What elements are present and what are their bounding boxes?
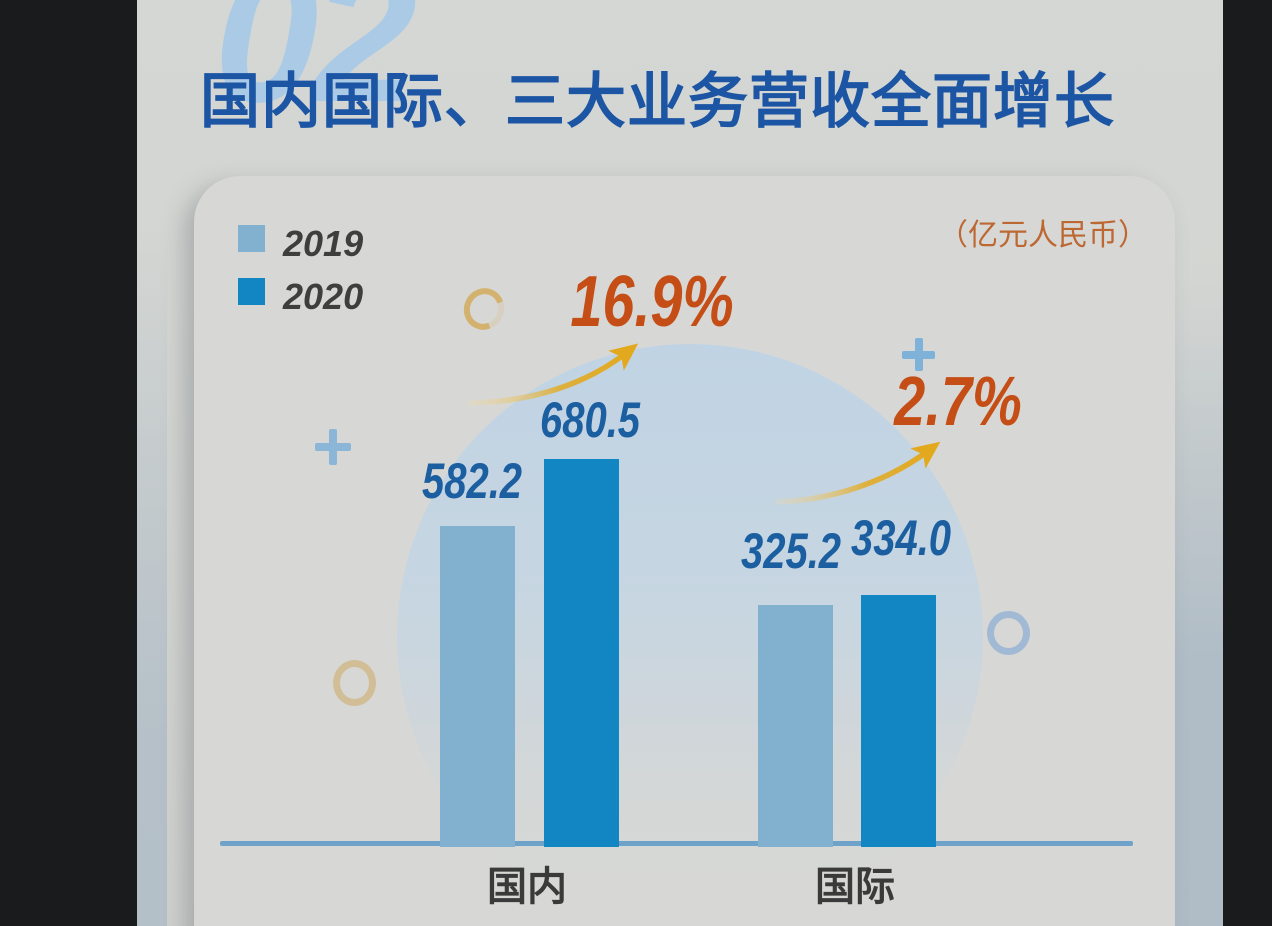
legend-swatch-2020 <box>238 278 265 305</box>
bar-domestic-2019 <box>440 526 515 847</box>
bar-value-label: 325.2 <box>740 523 842 579</box>
legend-swatch-2019 <box>238 225 265 252</box>
bar-international-2020 <box>861 595 936 847</box>
plus-icon <box>902 338 935 371</box>
legend-label-2020: 2020 <box>283 276 364 317</box>
left-letterbox-bar <box>0 0 137 926</box>
legend-label-2019: 2019 <box>283 223 364 264</box>
page-title: 国内国际、三大业务营收全面增长 <box>200 68 1115 135</box>
axis-baseline <box>220 841 1133 846</box>
bar-value-label: 334.0 <box>850 510 952 566</box>
left-edge-shade <box>137 0 167 926</box>
right-edge-shade <box>1172 0 1223 926</box>
category-label-international: 国际 <box>815 865 895 909</box>
bar-value-label: 582.2 <box>421 453 523 509</box>
right-letterbox-bar <box>1223 0 1272 926</box>
plus-icon <box>315 429 351 465</box>
unit-label: （亿元人民币） <box>938 219 1148 252</box>
blue-ring-icon <box>987 611 1030 655</box>
category-label-domestic: 国内 <box>487 865 567 909</box>
growth-label-international: 2.7% <box>894 362 1022 440</box>
bar-value-label: 680.5 <box>539 392 641 448</box>
gold-ring-icon <box>333 660 376 706</box>
growth-label-domestic: 16.9% <box>570 262 734 342</box>
bar-domestic-2020 <box>544 459 619 847</box>
bar-international-2019 <box>758 605 833 847</box>
page-number-watermark: 02 <box>214 0 417 141</box>
